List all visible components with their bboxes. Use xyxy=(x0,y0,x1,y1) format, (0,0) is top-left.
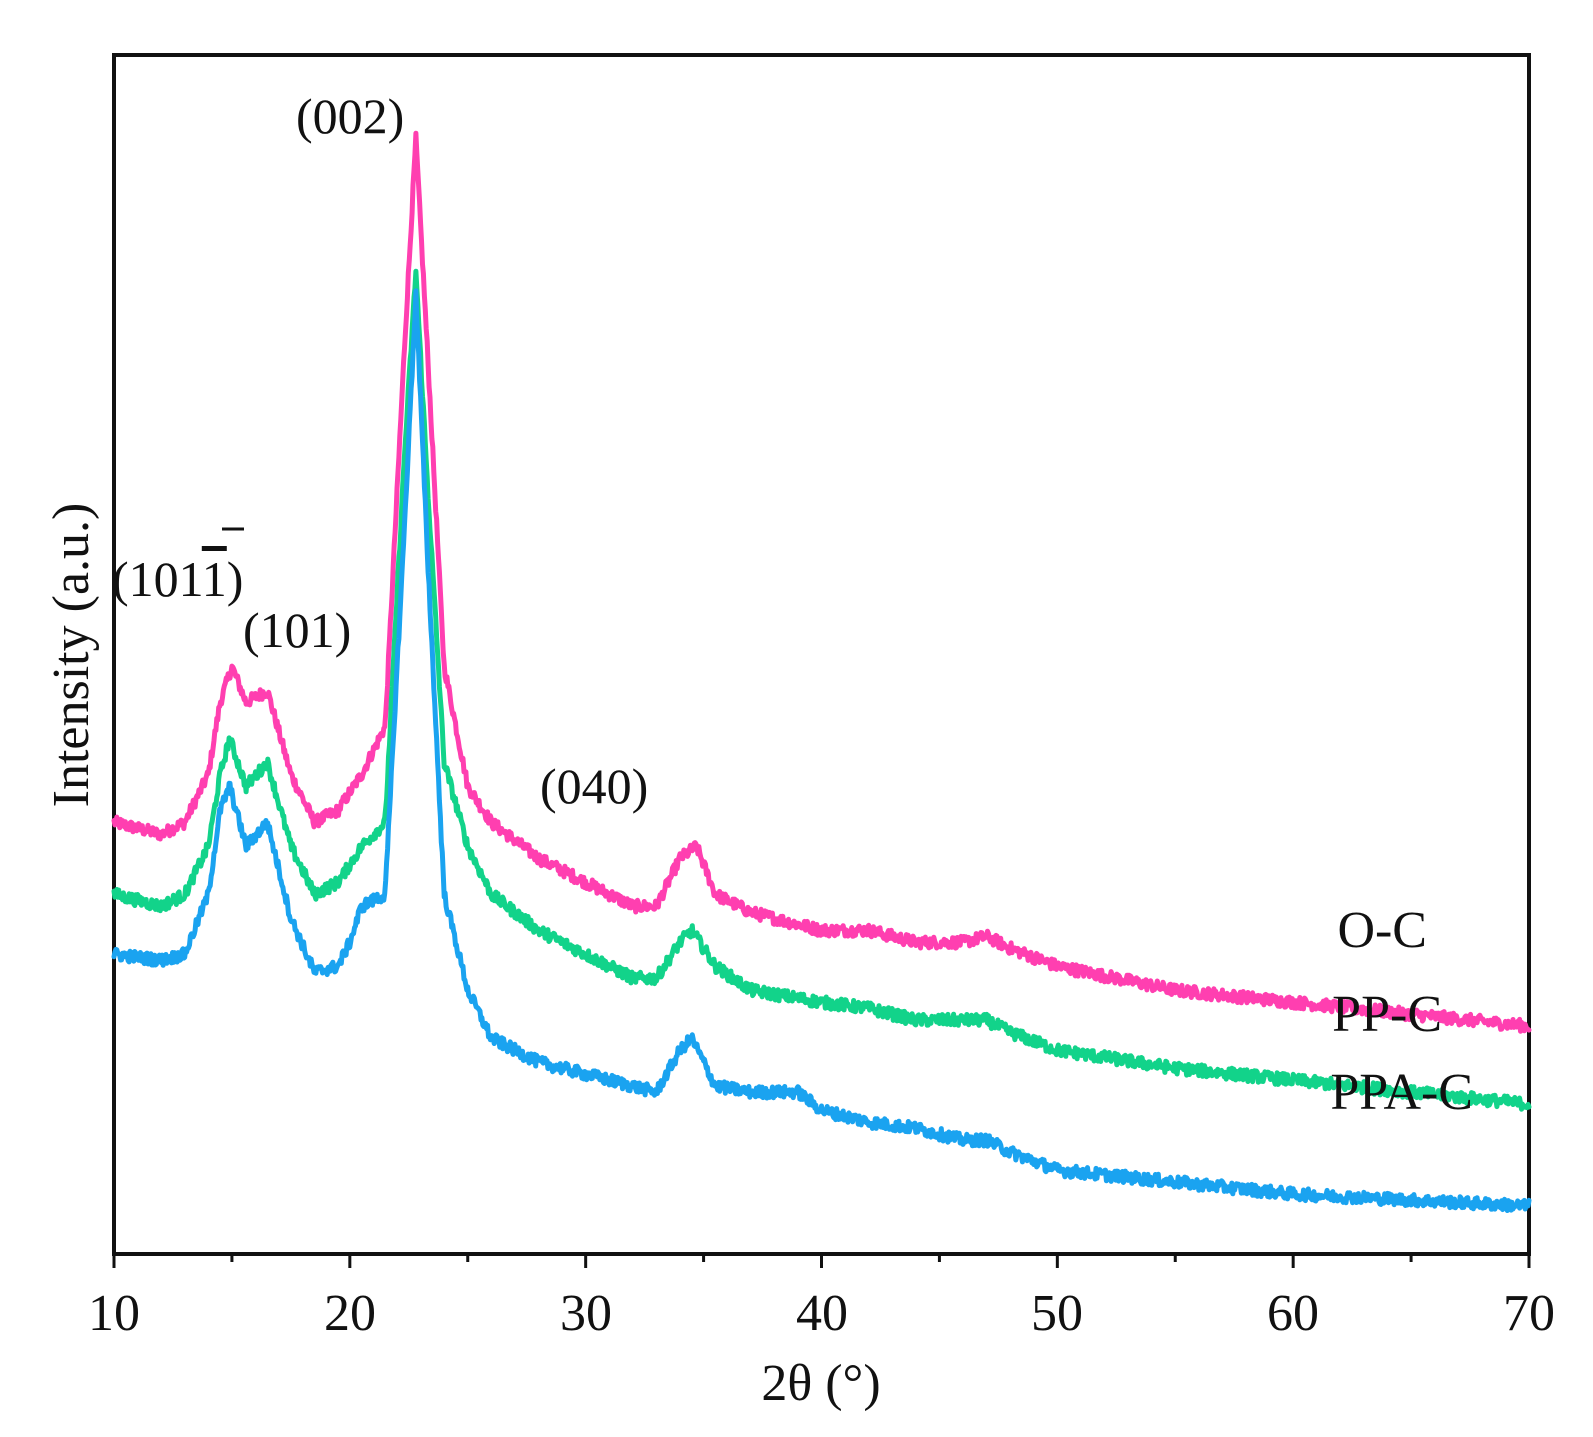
peak-label-101: (101) xyxy=(243,602,351,658)
peak-label-040: (040) xyxy=(540,758,648,814)
x-tick-label: 70 xyxy=(1503,1285,1555,1342)
series-label-pp-c: PP-C xyxy=(1332,986,1442,1043)
peak-label-002: (002) xyxy=(296,88,404,144)
series-line-pp-c xyxy=(111,268,1532,1112)
series-label-ppa-c: PPA-C xyxy=(1330,1064,1473,1121)
peak-label-text: ) xyxy=(227,551,244,607)
peak-annotation-101-bar: (1011) xyxy=(112,527,244,607)
x-tick-label: 60 xyxy=(1267,1285,1319,1342)
x-tick-label: 50 xyxy=(1031,1285,1083,1342)
series-line-o-c xyxy=(111,130,1532,1034)
x-axis-title: 2θ (°) xyxy=(761,1355,880,1412)
series-lines xyxy=(111,130,1532,1213)
x-tick-label: 10 xyxy=(88,1285,140,1342)
x-tick-label: 20 xyxy=(324,1285,376,1342)
series-label-o-c: O-C xyxy=(1337,902,1427,959)
svg-text:(1011): (1011) xyxy=(112,551,243,607)
series-line-ppa-c xyxy=(111,288,1532,1213)
x-tick-labels: 10 20 30 40 50 60 70 xyxy=(88,1285,1555,1342)
y-axis-title: Intensity (a.u.) xyxy=(43,503,100,808)
x-axis-ticks xyxy=(112,1254,1531,1268)
x-tick-label: 40 xyxy=(796,1285,848,1342)
x-tick-label: 30 xyxy=(560,1285,612,1342)
peak-label-text: (101 xyxy=(112,551,202,607)
peak-label-text: 1 xyxy=(202,551,227,607)
